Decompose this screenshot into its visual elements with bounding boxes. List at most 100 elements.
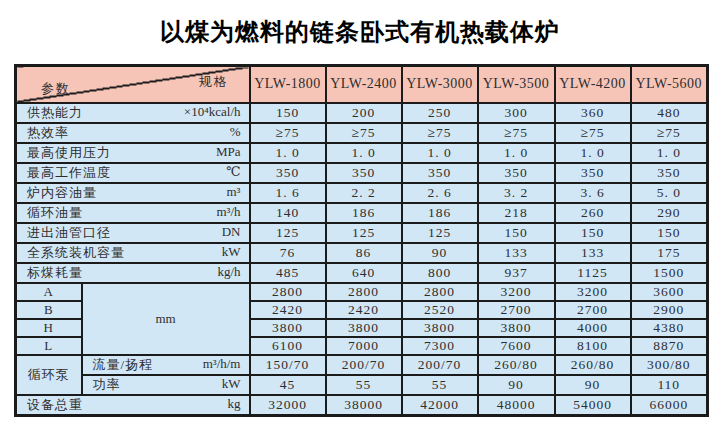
value-cell: 1. 0: [326, 143, 402, 163]
value-cell: ≥75: [402, 123, 478, 143]
param-row: 炉内容油量m³1. 62. 22. 63. 23. 65. 0: [16, 183, 708, 203]
value-cell: ≥75: [250, 123, 326, 143]
value-cell: 2520: [402, 301, 478, 319]
value-cell: 5. 0: [631, 183, 708, 203]
value-cell: 480: [631, 103, 708, 123]
param-label-cell: 全系统装机容量kW: [16, 243, 250, 263]
param-row: 热效率%≥75≥75≥75≥75≥75≥75: [16, 123, 708, 143]
column-header-3: YLW-3500: [478, 66, 555, 103]
total-weight-name: 设备总重: [27, 396, 83, 414]
value-cell: 260: [555, 203, 631, 223]
page-title: 以煤为燃料的链条卧式有机热载体炉: [0, 16, 720, 48]
total-weight-row: 设备总重kg320003800042000480005400066000: [16, 395, 708, 416]
param-row: 循环油量m³/h140186186218260290: [16, 203, 708, 223]
dimension-letter: H: [16, 319, 82, 337]
value-cell: 1. 0: [478, 143, 555, 163]
param-row: 最高工作温度℃350350350350350350: [16, 163, 708, 183]
pump-row: 循环泵流量/扬程m³/h/m150/70200/70200/70260/8026…: [16, 355, 708, 375]
value-cell: 3. 6: [555, 183, 631, 203]
param-row: 供热能力×10⁴kcal/h150200250300360480: [16, 103, 708, 123]
value-cell: 200: [326, 103, 402, 123]
value-cell: 2800: [326, 283, 402, 301]
value-cell: 1. 6: [250, 183, 326, 203]
value-cell: 250: [402, 103, 478, 123]
param-name: 循环油量: [27, 204, 83, 222]
pump-label: 循环泵: [16, 355, 82, 395]
value-cell: 150: [478, 223, 555, 243]
param-label-cell: 供热能力×10⁴kcal/h: [16, 103, 250, 123]
pump-param-unit: kW: [222, 376, 241, 392]
value-cell: ≥75: [478, 123, 555, 143]
pump-param-unit: m³/h/m: [203, 356, 241, 372]
value-cell: 350: [326, 163, 402, 183]
corner-cell: 规格参数: [16, 66, 250, 103]
dimension-row: Amm280028002800320032003600: [16, 283, 708, 301]
spec-table: 规格参数YLW-1800YLW-2400YLW-3000YLW-3500YLW-…: [14, 64, 709, 417]
param-unit: ℃: [226, 164, 241, 180]
value-cell: 90: [478, 375, 555, 395]
param-unit: kg/h: [217, 264, 240, 280]
total-weight-label-cell: 设备总重kg: [16, 395, 250, 416]
param-unit: %: [230, 124, 241, 140]
value-cell: 350: [478, 163, 555, 183]
column-header-4: YLW-4200: [555, 66, 631, 103]
value-cell: 1. 0: [555, 143, 631, 163]
value-cell: 2. 2: [326, 183, 402, 203]
dimension-letter: L: [16, 337, 82, 355]
param-name: 热效率: [27, 124, 69, 142]
value-cell: 42000: [402, 395, 478, 416]
param-row: 进出油管口径DN125125125150150150: [16, 223, 708, 243]
value-cell: 3800: [326, 319, 402, 337]
value-cell: 350: [402, 163, 478, 183]
param-unit: m³: [226, 184, 240, 200]
value-cell: 350: [631, 163, 708, 183]
param-unit: MPa: [216, 144, 241, 160]
param-label-cell: 最高工作温度℃: [16, 163, 250, 183]
value-cell: 150: [631, 223, 708, 243]
value-cell: 186: [402, 203, 478, 223]
value-cell: 2420: [250, 301, 326, 319]
value-cell: 260/80: [478, 355, 555, 375]
value-cell: 150/70: [250, 355, 326, 375]
column-header-0: YLW-1800: [250, 66, 326, 103]
value-cell: 200/70: [326, 355, 402, 375]
value-cell: 6100: [250, 337, 326, 355]
value-cell: 2800: [250, 283, 326, 301]
param-row: 全系统装机容量kW768690133133175: [16, 243, 708, 263]
param-row: 标煤耗量kg/h48564080093711251500: [16, 263, 708, 283]
param-label-cell: 进出油管口径DN: [16, 223, 250, 243]
value-cell: 125: [250, 223, 326, 243]
param-name: 炉内容油量: [27, 184, 97, 202]
param-label-cell: 最高使用压力MPa: [16, 143, 250, 163]
value-cell: 2700: [555, 301, 631, 319]
value-cell: 300/80: [631, 355, 708, 375]
value-cell: 32000: [250, 395, 326, 416]
value-cell: 1125: [555, 263, 631, 283]
column-header-5: YLW-5600: [631, 66, 708, 103]
param-unit: DN: [222, 224, 241, 240]
value-cell: 350: [555, 163, 631, 183]
value-cell: 90: [555, 375, 631, 395]
pump-param-name: 功率: [93, 376, 121, 394]
value-cell: 3800: [402, 319, 478, 337]
param-row: 最高使用压力MPa1. 01. 01. 01. 01. 01. 0: [16, 143, 708, 163]
value-cell: 150: [250, 103, 326, 123]
value-cell: 2. 6: [402, 183, 478, 203]
param-label-cell: 炉内容油量 m³: [16, 183, 250, 203]
value-cell: 186: [326, 203, 402, 223]
value-cell: 2800: [402, 283, 478, 301]
value-cell: 8870: [631, 337, 708, 355]
value-cell: 1. 0: [250, 143, 326, 163]
value-cell: 66000: [631, 395, 708, 416]
param-name: 供热能力: [27, 104, 83, 122]
value-cell: 76: [250, 243, 326, 263]
param-label-cell: 标煤耗量kg/h: [16, 263, 250, 283]
value-cell: 290: [631, 203, 708, 223]
value-cell: 1. 0: [631, 143, 708, 163]
pump-param-name: 流量/扬程: [93, 356, 154, 374]
value-cell: 150: [555, 223, 631, 243]
pump-param-cell: 流量/扬程 m³/h/m: [82, 355, 250, 375]
value-cell: 125: [326, 223, 402, 243]
param-unit: kW: [222, 244, 241, 260]
value-cell: 4000: [555, 319, 631, 337]
